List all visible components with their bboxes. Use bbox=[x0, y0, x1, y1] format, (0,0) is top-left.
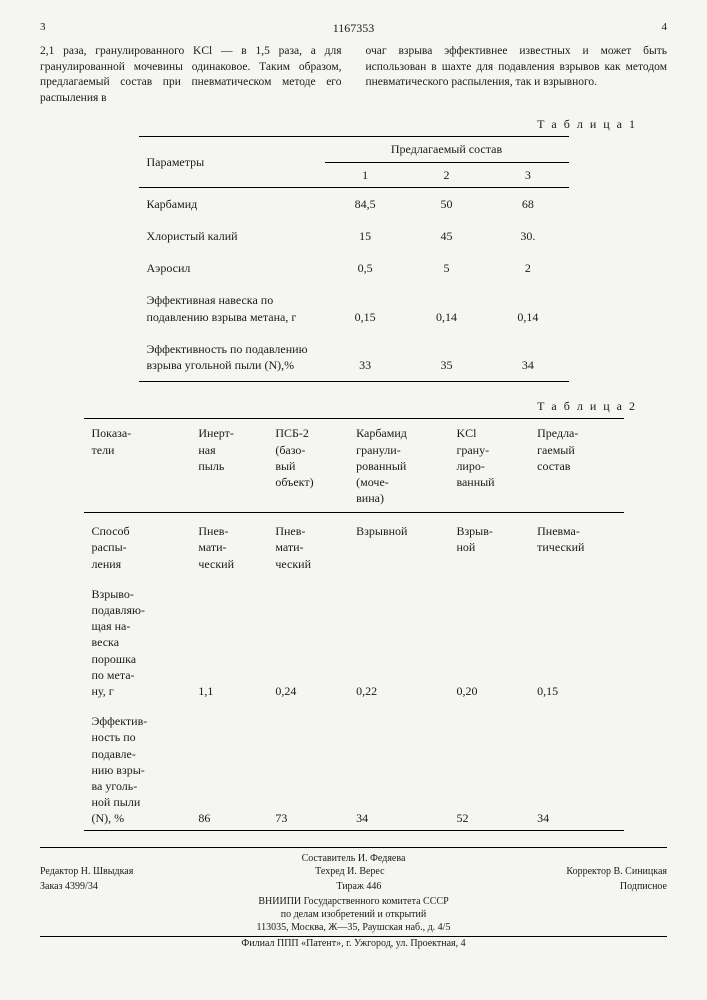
page-header: 3 1167353 4 bbox=[40, 20, 667, 36]
footer-line1: ВНИИПИ Государственного комитета СССР bbox=[40, 895, 667, 908]
table-row-label: Способ распы- ления bbox=[84, 513, 191, 576]
table-cell: 52 bbox=[448, 703, 529, 831]
table-cell: 0,14 bbox=[487, 284, 568, 332]
table-row-label: Эффективность по подавлению взрыва уголь… bbox=[139, 333, 325, 382]
table-cell: 84,5 bbox=[325, 187, 406, 220]
table-row-label: Хлористый калий bbox=[139, 220, 325, 252]
table-cell: 2 bbox=[487, 252, 568, 284]
footer-line3: 113035, Москва, Ж—35, Раушская наб., д. … bbox=[40, 921, 667, 937]
table-cell: 0,14 bbox=[406, 284, 487, 332]
table-cell: 33 bbox=[325, 333, 406, 382]
footer: Составитель И. Федяева Редактор Н. Швыдк… bbox=[40, 847, 667, 950]
table-cell: 0,22 bbox=[348, 576, 448, 703]
intro-left: 2,1 раза, гранулированного KCl — в 1,5 р… bbox=[40, 44, 342, 106]
t2-head-cell: Инерт- ная пыль bbox=[190, 419, 267, 513]
t2-head-cell: Показа- тели bbox=[84, 419, 191, 513]
t1-col-1: 1 bbox=[325, 162, 406, 187]
t2-head-cell: Предла- гаемый состав bbox=[529, 419, 623, 513]
footer-sign: Подписное bbox=[620, 880, 667, 893]
table-cell: Пнев- мати- ческий bbox=[267, 513, 348, 576]
footer-line2: по делам изобретений и открытий bbox=[40, 908, 667, 921]
t1-head-param: Параметры bbox=[139, 137, 325, 187]
footer-corr: Корректор В. Синицкая bbox=[566, 865, 667, 878]
t2-head-cell: Карбамид гранули- рованный (моче- вина) bbox=[348, 419, 448, 513]
table-row-label: Аэросил bbox=[139, 252, 325, 284]
t1-col-2: 2 bbox=[406, 162, 487, 187]
table-cell: 15 bbox=[325, 220, 406, 252]
table2-caption: Т а б л и ц а 2 bbox=[40, 398, 637, 414]
table-cell: 50 bbox=[406, 187, 487, 220]
table-cell: 0,20 bbox=[448, 576, 529, 703]
page-right: 4 bbox=[662, 20, 668, 36]
table1: Параметры Предлагаемый состав 1 2 3 Карб… bbox=[139, 136, 569, 382]
table-cell: 73 bbox=[267, 703, 348, 831]
table-cell: Пневма- тический bbox=[529, 513, 623, 576]
table-cell: 34 bbox=[487, 333, 568, 382]
table-row-label: Эффективная навеска по подавлению взрыва… bbox=[139, 284, 325, 332]
intro-columns: 2,1 раза, гранулированного KCl — в 1,5 р… bbox=[40, 44, 667, 106]
footer-editor: Редактор Н. Швыдкая bbox=[40, 865, 133, 878]
table-cell: 0,15 bbox=[529, 576, 623, 703]
footer-order: Заказ 4399/34 bbox=[40, 880, 98, 893]
table-cell: 68 bbox=[487, 187, 568, 220]
table-cell: 86 bbox=[190, 703, 267, 831]
footer-tirazh: Тираж 446 bbox=[336, 880, 381, 893]
intro-right: очаг взрыва эффективнее известных и може… bbox=[366, 44, 668, 106]
table-cell: 34 bbox=[348, 703, 448, 831]
t1-head-group: Предлагаемый состав bbox=[325, 137, 569, 162]
table-cell: 45 bbox=[406, 220, 487, 252]
table-row-label: Взрыво- подавляю- щая на- веска порошка … bbox=[84, 576, 191, 703]
table-cell: 30. bbox=[487, 220, 568, 252]
table-cell: 0,5 bbox=[325, 252, 406, 284]
t1-col-3: 3 bbox=[487, 162, 568, 187]
footer-tech: Техред И. Верес bbox=[315, 865, 384, 878]
table-cell: 5 bbox=[406, 252, 487, 284]
footer-line4: Филиал ППП «Патент», г. Ужгород, ул. Про… bbox=[40, 937, 667, 950]
table-cell: 35 bbox=[406, 333, 487, 382]
table-cell: 34 bbox=[529, 703, 623, 831]
footer-comp: Составитель И. Федяева bbox=[40, 852, 667, 865]
t2-head-cell: ПСБ-2 (базо- вый объект) bbox=[267, 419, 348, 513]
doc-number: 1167353 bbox=[46, 20, 662, 36]
table2: Показа- телиИнерт- ная пыльПСБ-2 (базо- … bbox=[84, 418, 624, 831]
table-cell: Взрыв- ной bbox=[448, 513, 529, 576]
table-cell: Взрывной bbox=[348, 513, 448, 576]
table-row-label: Карбамид bbox=[139, 187, 325, 220]
table-row-label: Эффектив- ность по подавле- нию взры- ва… bbox=[84, 703, 191, 831]
table-cell: 1,1 bbox=[190, 576, 267, 703]
table-cell: 0,24 bbox=[267, 576, 348, 703]
table1-caption: Т а б л и ц а 1 bbox=[40, 116, 637, 132]
t2-head-cell: KCl грану- лиро- ванный bbox=[448, 419, 529, 513]
table-cell: Пнев- мати- ческий bbox=[190, 513, 267, 576]
table-cell: 0,15 bbox=[325, 284, 406, 332]
